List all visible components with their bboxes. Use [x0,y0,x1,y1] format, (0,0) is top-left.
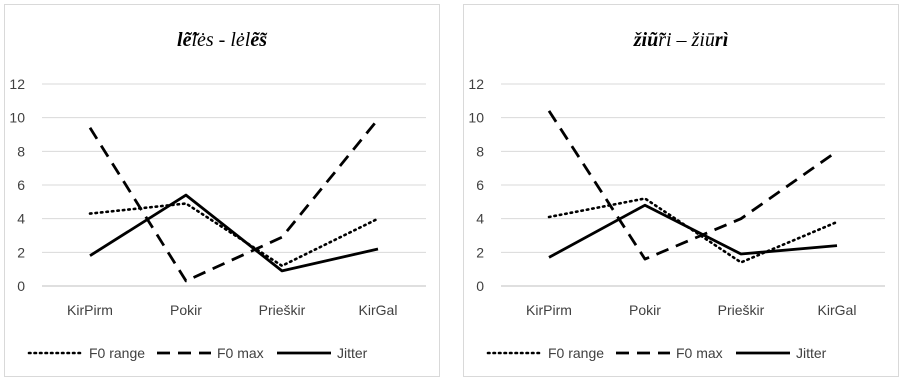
y-tick-label: 0 [476,278,484,294]
x-tick-label: KirGal [818,302,857,318]
legend-label: F0 max [217,345,264,361]
y-tick-label: 2 [476,244,484,260]
y-tick-label: 8 [476,143,484,159]
x-tick-label: KirGal [359,302,398,318]
title-part: rì [714,29,729,51]
title-part: ẽ̃s [250,29,267,51]
x-tick-label: Prieškir [718,302,765,318]
series-line-jitter [548,203,838,259]
title-part: ẽ̃ [182,29,192,51]
series-line-f0-max [547,110,838,261]
title-part: l [177,29,183,51]
chart-panel-right: žiũ̃ri – žiūrì 0 2 4 6 8 10 12 KirPirm Pokir Prie… [463,4,899,377]
y-tick-label: 2 [17,244,25,260]
x-tick-label: Prieškir [259,302,306,318]
y-tick-label: 0 [17,278,25,294]
y-tick-label: 4 [17,211,25,227]
line-chart: 0 2 4 6 8 10 12 KirPirm Pokir Prieškir KirGal F0 ra… [9,76,426,361]
x-tick-label: KirPirm [67,302,113,318]
legend-label: F0 range [548,345,604,361]
y-tick-label: 12 [9,76,25,92]
y-tick-label: 6 [17,177,25,193]
title-part: lės - lėl [191,29,251,51]
y-tick-label: 8 [17,143,25,159]
y-tick-label: 10 [468,110,484,126]
x-tick-label: Pokir [629,302,661,318]
y-tick-label: 4 [476,211,484,227]
y-tick-label: 12 [468,76,484,92]
title-part: ri – žiū [658,29,715,51]
line-chart: 0 2 4 6 8 10 12 KirPirm Pokir Prieškir KirGal F0 ra… [468,76,885,361]
y-tick-label: 6 [476,177,484,193]
series-line-jitter [89,193,379,273]
series-line-f0-max [88,118,380,283]
legend-label: F0 range [89,345,145,361]
x-tick-label: Pokir [170,302,202,318]
y-tick-label: 10 [9,110,25,126]
x-tick-label: KirPirm [526,302,572,318]
legend-label: F0 max [676,345,723,361]
chart-panel-left: lẽ̃lės - lėlẽ̃s 0 2 4 6 8 10 12 KirPirm Pokir Pri… [4,4,440,377]
chart-title: žiũ̃ri – žiūrì [464,29,898,52]
title-part: žiũ̃ [633,29,659,51]
legend-label: Jitter [337,345,368,361]
chart-title: lẽ̃lės - lėlẽ̃s [5,29,439,52]
legend-label: Jitter [796,345,827,361]
